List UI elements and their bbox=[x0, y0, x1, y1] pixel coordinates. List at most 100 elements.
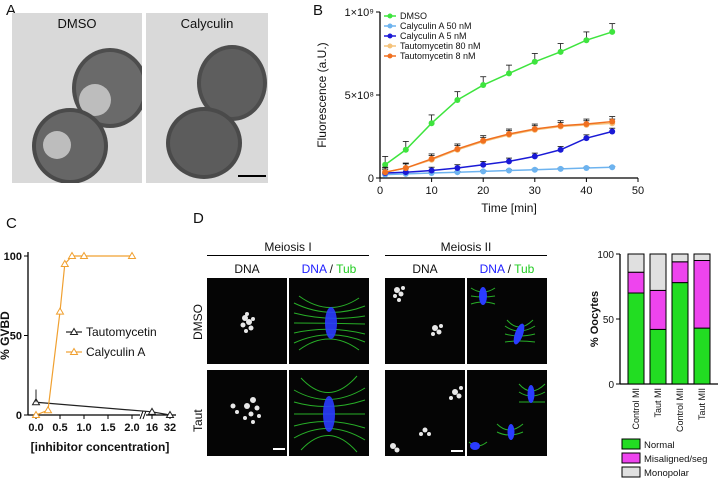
data-point bbox=[557, 122, 564, 129]
x-axis-label: Time [min] bbox=[481, 201, 537, 215]
col-label-dna-1: DNA bbox=[234, 262, 260, 276]
data-point bbox=[609, 164, 616, 171]
bar-segment bbox=[627, 292, 645, 385]
x-tick-label: 2.0 bbox=[124, 422, 139, 434]
header-meiosis-2: Meiosis II bbox=[440, 240, 492, 254]
data-point bbox=[583, 121, 590, 128]
y-axis-label: % Oocytes bbox=[589, 291, 601, 347]
data-point bbox=[531, 153, 538, 160]
x-tick-label: Control MI bbox=[631, 388, 641, 430]
data-point bbox=[382, 161, 389, 168]
y-tick-label: 100 bbox=[4, 251, 22, 263]
col-label-dna-2: DNA bbox=[412, 262, 438, 276]
panel-label-a: A bbox=[6, 2, 17, 19]
data-point bbox=[609, 28, 616, 35]
legend-marker bbox=[387, 23, 393, 29]
image-mi-dmso-dna bbox=[207, 278, 287, 364]
legend-label: Tautomycetin bbox=[86, 325, 157, 339]
legend-marker bbox=[387, 43, 393, 49]
legend-marker bbox=[387, 33, 393, 39]
image-mi-taut-dna bbox=[207, 370, 287, 456]
chart-c: 0.0 0.5 1.0 1.5 2.0 16 32 0 50 100 [inhibitor conc… bbox=[0, 251, 176, 454]
series-line bbox=[385, 130, 613, 174]
row-label-taut: Taut bbox=[191, 409, 205, 432]
data-point bbox=[531, 166, 538, 173]
x-tick-label: 30 bbox=[529, 185, 541, 197]
image-mi-dmso-merge bbox=[289, 278, 369, 364]
legend-label: Tautomycetin 8 nM bbox=[400, 51, 476, 61]
axis-break-mark bbox=[139, 410, 144, 420]
legend-swatch bbox=[621, 466, 641, 478]
y-tick-label: 50 bbox=[603, 315, 615, 326]
x-tick-label: Control MII bbox=[675, 388, 685, 432]
micrograph-dmso: DMSO bbox=[12, 13, 142, 183]
header-line-meiosis-2 bbox=[385, 255, 547, 256]
legend-marker bbox=[69, 347, 79, 355]
data-point bbox=[480, 161, 487, 168]
dna-label: DNA bbox=[479, 262, 505, 276]
series-line bbox=[385, 166, 613, 176]
bar-segment bbox=[627, 253, 645, 273]
image-mii-dmso-dna bbox=[385, 278, 465, 364]
x-tick-label: 32 bbox=[164, 422, 176, 434]
bar-segment bbox=[671, 282, 689, 385]
data-point bbox=[428, 120, 435, 127]
data-point bbox=[402, 165, 409, 172]
legend-label: DMSO bbox=[400, 11, 427, 21]
x-tick-label: Taut MI bbox=[653, 388, 663, 418]
series-line bbox=[384, 31, 613, 166]
bar-segment bbox=[649, 289, 667, 330]
data-point bbox=[67, 251, 77, 259]
data-point bbox=[480, 82, 487, 89]
x-tick-label: 50 bbox=[632, 185, 644, 197]
y-tick-label: 0 bbox=[16, 410, 22, 422]
bar-segment bbox=[671, 261, 689, 284]
x-tick-label: 1.0 bbox=[76, 422, 91, 434]
header-meiosis-1: Meiosis I bbox=[264, 240, 312, 254]
slash-label: / bbox=[326, 262, 337, 276]
bar-segment bbox=[649, 253, 667, 291]
image-mii-taut-merge bbox=[467, 370, 547, 456]
panel-label-b: B bbox=[313, 2, 324, 19]
legend-swatch bbox=[621, 452, 641, 464]
col-label-merge-2: DNA / Tub bbox=[467, 262, 547, 276]
bar-segment bbox=[649, 328, 667, 385]
y-tick-label: 0 bbox=[608, 380, 614, 391]
data-point bbox=[557, 165, 564, 172]
col-label-merge-1: DNA / Tub bbox=[289, 262, 369, 276]
data-point bbox=[480, 168, 487, 175]
image-mii-taut-dna bbox=[385, 370, 465, 456]
data-point bbox=[506, 70, 512, 77]
data-point bbox=[557, 48, 564, 55]
y-tick-label: 1×10⁹ bbox=[345, 7, 375, 19]
data-point bbox=[609, 128, 616, 135]
legend-marker bbox=[387, 53, 393, 59]
data-point bbox=[506, 167, 512, 174]
legend-label: Normal bbox=[644, 440, 675, 451]
data-point bbox=[557, 146, 564, 153]
data-point bbox=[165, 410, 175, 418]
series-line bbox=[385, 122, 613, 173]
chart-d: 0 50 100 % Oocytes Control MI Taut MI Control … bbox=[589, 250, 718, 478]
series-line bbox=[385, 120, 613, 173]
data-point bbox=[506, 131, 512, 138]
data-point bbox=[583, 37, 590, 44]
image-mii-dmso-merge bbox=[467, 278, 547, 364]
scale-bar bbox=[238, 175, 266, 177]
tub-label: Tub bbox=[514, 262, 535, 276]
data-point bbox=[402, 169, 409, 176]
y-axis-label: Fluorescence (a.U.) bbox=[315, 42, 329, 147]
tub-label: Tub bbox=[336, 262, 357, 276]
x-axis-label: [inhibitor concentration] bbox=[31, 440, 170, 454]
chart-b: 0 10 20 30 40 50 0 5×10⁸ 1×10⁹ Time [min] Fluoresc… bbox=[315, 7, 644, 215]
data-point bbox=[402, 146, 409, 153]
x-tick-label: 0.5 bbox=[52, 422, 67, 434]
data-point bbox=[55, 307, 65, 315]
x-tick-label: 16 bbox=[146, 422, 158, 434]
legend-label: Calyculin A 5 nM bbox=[400, 31, 467, 41]
legend-label: Tautomycetin 80 nM bbox=[400, 41, 481, 51]
data-point bbox=[127, 251, 137, 259]
axis-break-mark bbox=[142, 410, 147, 420]
oocyte-drawing-calyculin bbox=[166, 45, 267, 179]
data-point bbox=[454, 165, 461, 172]
